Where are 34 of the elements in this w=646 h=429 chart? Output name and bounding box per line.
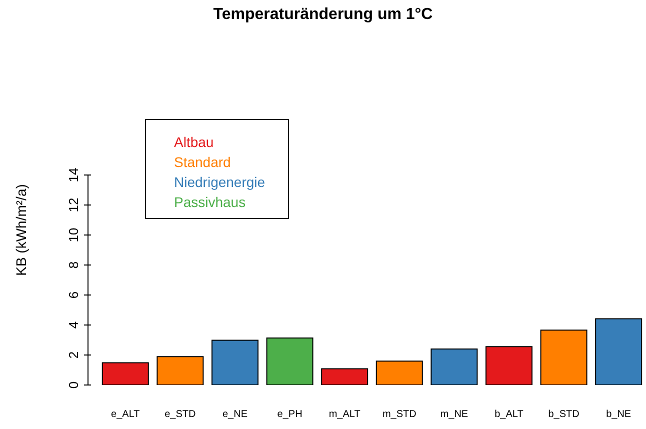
text: Passivhaus [174,193,247,212]
x-tick-label: m_NE [440,409,468,420]
x-tick-label: e_ALT [111,409,140,420]
y-tick-label: 2 [66,351,81,359]
bar [430,348,478,385]
y-tick-label: 12 [66,198,81,212]
x-tick-label: e_PH [277,409,302,420]
text: Niedrigenergie [174,173,266,192]
bar [102,362,149,385]
y-axis-title: KB (kWh/m²/a) [13,184,29,276]
y-tick-label: 8 [66,261,81,269]
x-tick-label: b_ALT [494,409,524,420]
bar [266,338,314,385]
chart-title: Temperaturänderung um 1°C [212,6,434,24]
bar [321,368,368,385]
bar [485,346,532,385]
text: Standard [174,153,232,172]
x-tick-label: m_ALT [328,409,360,420]
y-tick-label: 4 [66,321,81,329]
bar [376,360,423,385]
bar [211,340,258,385]
x-tick-label: b_STD [548,409,580,420]
y-tick-label: 14 [66,168,81,182]
x-tick-label: b_NE [606,409,632,420]
x-tick-label: m_STD [382,409,416,420]
y-tick-label: 10 [66,228,81,242]
bar [156,356,204,385]
y-tick-label: 6 [66,291,81,299]
x-tick-label: e_NE [222,409,248,420]
y-tick-label: 0 [66,381,81,389]
bar [540,330,588,385]
bar [595,318,642,385]
text: Altbau [174,133,215,152]
x-tick-label: e_STD [164,409,196,420]
